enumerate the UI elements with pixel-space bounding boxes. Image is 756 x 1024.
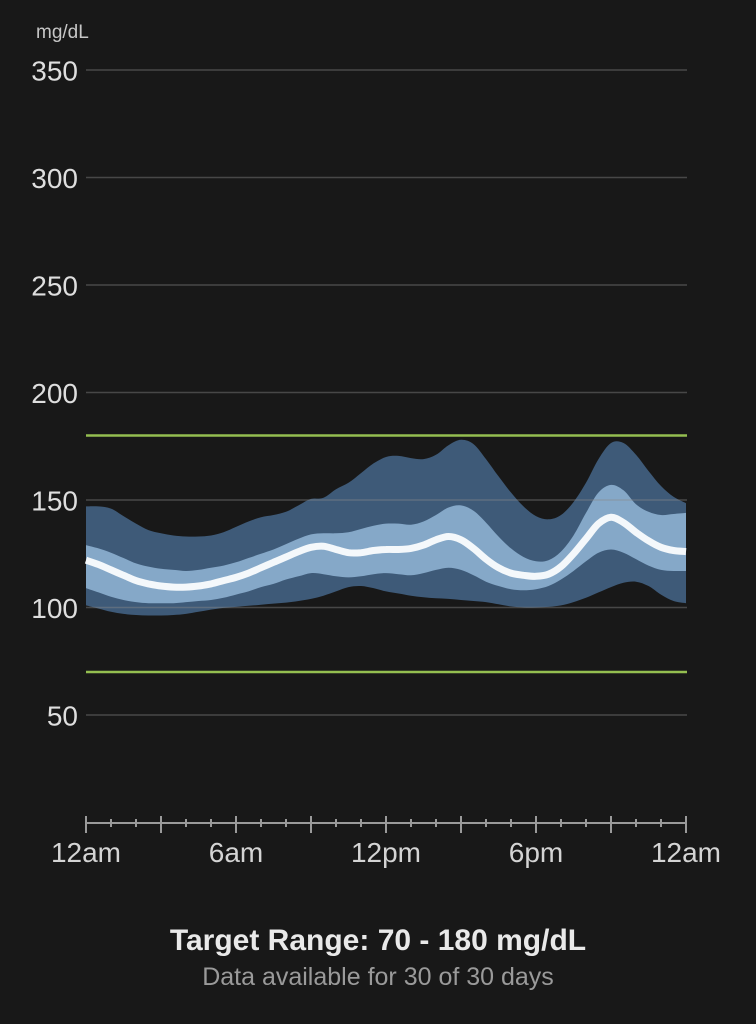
x-axis-labels: 12am 6am 12pm 6pm 12am [51, 837, 721, 868]
median-line [84, 513, 687, 591]
y-axis-label: 100 [31, 593, 78, 624]
data-available-text: Data available for 30 of 30 days [202, 963, 554, 991]
x-axis [85, 816, 687, 833]
target-range-text: Target Range: 70 - 180 mg/dL [169, 924, 587, 957]
x-axis-label: 6pm [509, 837, 563, 868]
y-axis-label: 200 [31, 378, 78, 409]
y-axis-label: 50 [47, 701, 78, 732]
x-axis-ticks [85, 816, 687, 833]
x-axis-label: 12am [51, 837, 121, 868]
x-axis-label: 12am [651, 837, 721, 868]
y-axis-label: 150 [31, 486, 78, 517]
y-axis-label: 250 [31, 271, 78, 302]
y-axis-unit-label: mg/dL [36, 22, 89, 43]
y-axis-label: 300 [31, 163, 78, 194]
y-axis-label: 350 [31, 56, 78, 87]
y-gridlines [86, 69, 687, 716]
x-axis-label: 12pm [351, 837, 421, 868]
y-axis-labels: 350 300 250 200 150 100 50 [31, 56, 78, 732]
x-axis-label: 6am [209, 837, 263, 868]
